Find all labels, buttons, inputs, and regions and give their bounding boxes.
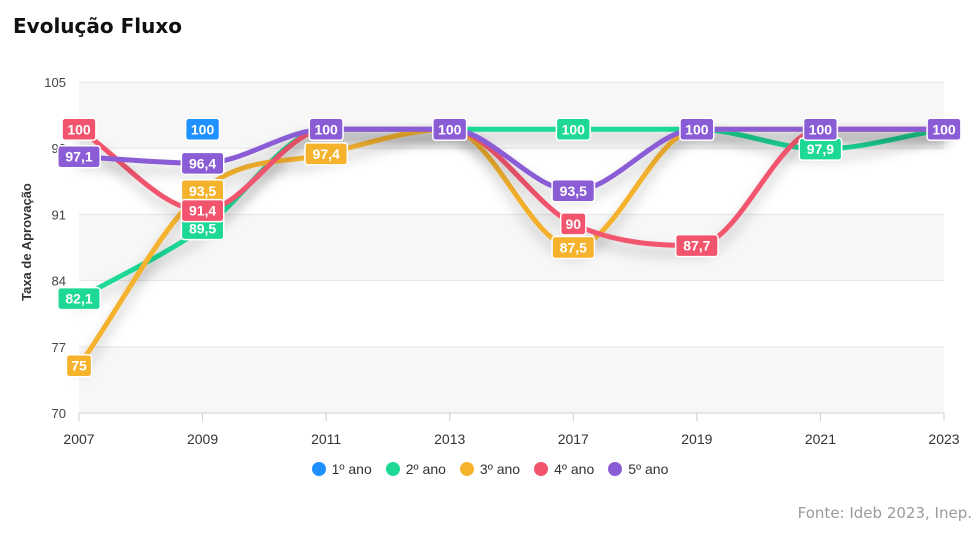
data-label: 96,4 [180, 151, 225, 176]
data-label-box [551, 235, 596, 260]
data-label: 93,5 [180, 179, 225, 203]
data-label-text: 100 [562, 121, 586, 137]
x-tick-label: 2023 [928, 431, 959, 447]
data-label-text: 93,5 [560, 183, 587, 199]
x-axis-ticks: 2007 2009 2011 2013 2017 2019 2021 2023 [63, 413, 960, 447]
data-label-box [57, 286, 101, 311]
chart-title: Evolução Fluxo [13, 14, 182, 38]
legend-label: 2º ano [405, 461, 446, 477]
legend-dot-icon [311, 462, 326, 476]
data-label-box [65, 353, 93, 378]
x-tick-label: 2011 [311, 431, 341, 447]
data-label-text: 75 [71, 358, 87, 374]
data-label-text: 90 [565, 216, 581, 232]
legend-label: 3º ano [479, 461, 521, 477]
data-label-box [802, 117, 839, 142]
legend-item-5[interactable]: 5º ano [608, 461, 668, 477]
legend-item-2[interactable]: 2º ano [385, 461, 446, 477]
y-axis-label: Taxa de Aprovação [19, 183, 34, 301]
data-label-text: 100 [191, 121, 215, 137]
data-label-box [679, 117, 715, 142]
data-label: 97,9 [798, 137, 843, 161]
data-label-text: 87,7 [683, 238, 710, 254]
data-label-box [559, 212, 587, 236]
data-label-box [304, 142, 349, 166]
data-label: 100 [802, 117, 839, 142]
data-label-text: 100 [685, 121, 709, 137]
legend-label: 4º ano [554, 461, 595, 477]
x-tick-label: 2013 [434, 431, 465, 447]
line-chart: 7077849198105 20072009201120132017201920… [19, 75, 962, 447]
y-tick-label: 91 [52, 207, 66, 222]
data-label: 93,5 [551, 179, 596, 203]
data-label: 97,1 [57, 144, 101, 169]
x-tick-label: 2007 [63, 431, 94, 447]
data-label: 100 [61, 117, 97, 142]
data-label-box [180, 198, 225, 223]
data-label-text: 100 [314, 121, 338, 137]
data-label-box [61, 117, 97, 142]
data-label: 97,4 [304, 142, 349, 166]
legend-dot-icon [385, 462, 400, 476]
legend-dot-icon [608, 462, 623, 476]
data-label-text: 93,5 [189, 183, 216, 199]
data-label-text: 100 [932, 121, 956, 137]
data-label-text: 97,1 [65, 149, 92, 165]
data-label: 100 [184, 117, 221, 142]
legend-dot-icon [534, 462, 549, 476]
y-tick-label: 84 [52, 274, 66, 289]
data-label-box [432, 117, 468, 142]
data-label: 87,7 [674, 233, 719, 258]
source-note: Fonte: Ideb 2023, Inep. [797, 504, 972, 522]
data-label: 100 [308, 117, 344, 142]
x-tick-label: 2021 [805, 431, 836, 447]
data-label: 100 [679, 117, 715, 142]
y-tick-label: 105 [44, 75, 66, 90]
legend-item-4[interactable]: 4º ano [534, 461, 594, 477]
legend-item-3[interactable]: 3º ano [459, 461, 521, 477]
data-label: 100 [432, 117, 468, 142]
data-label: 91,4 [180, 198, 225, 223]
data-label-text: 100 [438, 121, 462, 137]
data-label-text: 100 [67, 121, 91, 137]
data-label-box [308, 117, 344, 142]
data-label-box [184, 117, 221, 142]
data-labels: 100 100 82,1 89,5 100 97,9 75 93,5 97,4 87,5 100 91… [57, 117, 962, 378]
data-label: 100 [555, 117, 591, 142]
data-label: 100 [926, 117, 962, 142]
data-label-text: 97,4 [313, 146, 340, 162]
data-label: 75 [65, 353, 93, 378]
data-label-text: 82,1 [65, 291, 92, 307]
data-label-text: 97,9 [807, 141, 834, 157]
data-label: 89,5 [180, 216, 225, 241]
y-tick-label: 77 [52, 340, 66, 355]
grid-band [79, 346, 944, 413]
y-tick-label: 70 [52, 406, 66, 421]
data-label-text: 89,5 [189, 221, 216, 237]
data-label-box [674, 233, 719, 258]
data-label-box [926, 117, 962, 142]
legend-item-1[interactable]: 1º ano [311, 461, 372, 477]
data-label: 90 [559, 212, 587, 236]
x-tick-label: 2017 [558, 431, 589, 447]
data-label-box [57, 144, 101, 169]
data-label: 82,1 [57, 286, 101, 311]
data-label: 87,5 [551, 235, 596, 260]
legend: 1º ano 2º ano 3º ano 4º ano 5º ano [0, 461, 980, 477]
x-tick-label: 2019 [681, 431, 712, 447]
data-label-text: 87,5 [560, 240, 587, 256]
gridlines [79, 81, 944, 414]
data-label-text: 100 [809, 121, 833, 137]
legend-dot-icon [459, 462, 474, 476]
data-label-box [551, 179, 596, 203]
data-label-box [180, 151, 225, 176]
legend-label: 1º ano [331, 461, 372, 477]
data-label-text: 96,4 [189, 155, 216, 171]
legend-label: 5º ano [628, 461, 669, 477]
data-label-box [555, 117, 591, 142]
x-tick-label: 2009 [187, 431, 218, 447]
data-label-text: 91,4 [189, 203, 216, 219]
